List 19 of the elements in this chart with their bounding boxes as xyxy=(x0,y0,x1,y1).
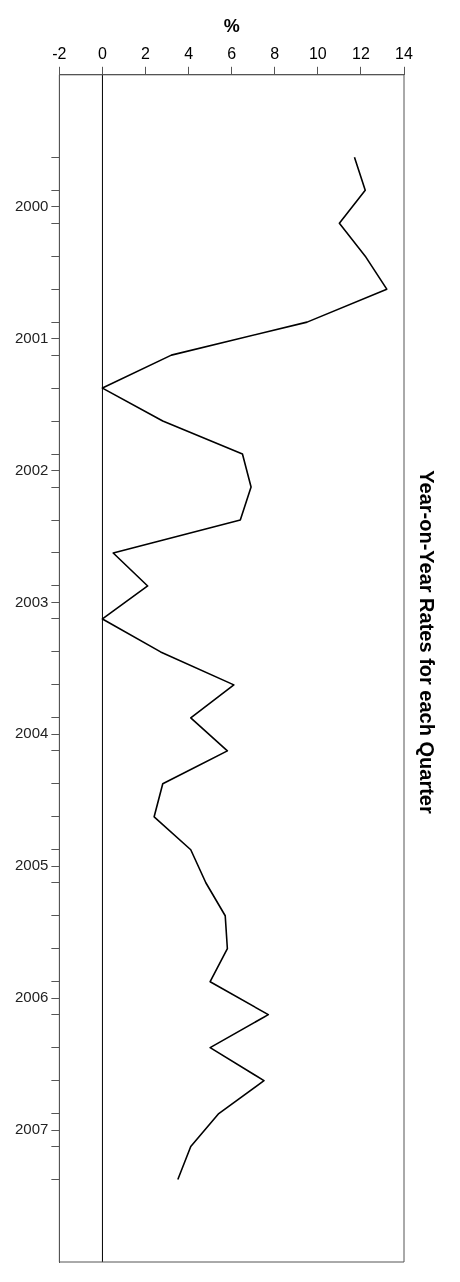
y-tick-label: 2002 xyxy=(14,460,49,478)
x-tick-label: 8 xyxy=(270,44,280,62)
y-tick-label: 2005 xyxy=(14,856,49,874)
text: Year-on-Year Rates for each Quarter xyxy=(416,470,439,814)
y-tick-label: 2003 xyxy=(14,592,49,610)
x-axis-title: % xyxy=(223,15,240,36)
x-tick-label: 0 xyxy=(97,44,107,62)
y-tick-label: 2004 xyxy=(14,724,49,742)
x-tick-label: 10 xyxy=(308,44,327,62)
x-tick-label: 2 xyxy=(141,44,151,62)
x-tick-label: 12 xyxy=(352,44,370,62)
x-tick-label: 6 xyxy=(227,44,237,62)
x-tick-label: 14 xyxy=(395,44,413,62)
x-tick-label: -2 xyxy=(52,44,67,62)
y-tick-label: 2000 xyxy=(14,196,49,214)
x-tick-label: 4 xyxy=(184,44,194,62)
y-tick-label: 2001 xyxy=(14,328,49,346)
y-tick-label: 2006 xyxy=(14,988,49,1006)
y-tick-label: 2007 xyxy=(14,1120,49,1138)
